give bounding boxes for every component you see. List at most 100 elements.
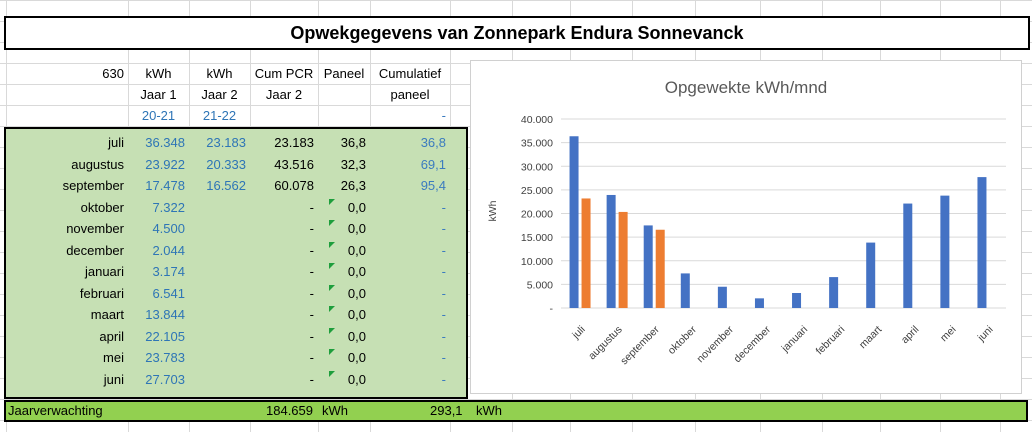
table-cell-jaar1[interactable]: 2.044 [152, 242, 185, 258]
header-cell[interactable]: Jaar 2 [265, 87, 303, 102]
table-cell-jaar1[interactable]: 23.783 [145, 350, 185, 365]
header-cell[interactable] [6, 106, 128, 126]
table-cell-jaar1[interactable]: 22.105 [145, 328, 185, 344]
table-cell-jaar2[interactable] [189, 327, 250, 347]
table-cell-cum[interactable]: - [309, 371, 314, 387]
table-cell-cumpaneel[interactable]: 36,8 [420, 135, 446, 150]
table-cell-jaar1[interactable]: 4.500 [152, 221, 185, 236]
table-cell-paneel[interactable]: 0,0 [347, 328, 366, 344]
header-cell[interactable]: kWh [145, 66, 172, 81]
table-cell-jaar1[interactable]: 17.478 [145, 178, 185, 193]
table-cell-month[interactable]: mei [103, 350, 124, 365]
table-cell-month[interactable]: februari [79, 285, 124, 301]
table-cell-month[interactable]: augustus [71, 156, 124, 172]
table-cell-jaar1[interactable]: 6.541 [152, 285, 185, 301]
table-cell-cum[interactable]: - [309, 242, 314, 258]
table-cell-month[interactable]: december [66, 242, 124, 258]
y-tick-label: 40.000 [521, 114, 553, 126]
header-cell[interactable]: Jaar 2 [201, 87, 238, 102]
table-cell-jaar1[interactable]: 13.844 [145, 307, 185, 322]
table-cell-cumpaneel[interactable]: - [441, 371, 446, 387]
table-cell-paneel[interactable]: 0,0 [347, 199, 366, 215]
table-cell-paneel[interactable]: 0,0 [347, 221, 366, 236]
header-cell[interactable] [6, 85, 128, 105]
header-cell[interactable]: paneel [390, 87, 430, 102]
table-cell-jaar1[interactable]: 7.322 [152, 199, 185, 215]
table-cell-cum[interactable]: - [309, 264, 314, 279]
footer-unit-2[interactable]: kWh [476, 403, 502, 418]
header-cell[interactable]: Jaar 1 [140, 87, 177, 102]
table-cell-jaar2[interactable] [189, 305, 250, 325]
footer-total-paneel[interactable]: 293,1 [430, 403, 463, 418]
table-cell-jaar2[interactable] [189, 219, 250, 239]
table-cell-cum[interactable]: - [309, 221, 314, 236]
table-cell-cum[interactable]: - [309, 328, 314, 344]
table-cell-cumpaneel[interactable]: - [441, 199, 446, 215]
table-cell-cum[interactable]: 60.078 [274, 178, 314, 193]
table-cell-jaar1[interactable]: 23.922 [145, 156, 185, 172]
table-cell-jaar2[interactable] [189, 284, 250, 304]
header-cell[interactable]: Cumulatief [378, 66, 442, 81]
header-cell[interactable]: Cum PCR [254, 66, 314, 81]
table-cell-cumpaneel[interactable]: - [441, 350, 446, 365]
table-cell-jaar2[interactable] [189, 241, 250, 261]
header-cell[interactable]: - [441, 108, 446, 123]
y-tick-label: 15.000 [521, 232, 553, 244]
table-cell-cumpaneel[interactable]: - [441, 264, 446, 279]
table-cell-cum[interactable]: - [309, 285, 314, 301]
header-cell[interactable]: kWh [206, 66, 233, 81]
table-cell-cumpaneel[interactable]: - [441, 307, 446, 322]
header-cell[interactable]: 20-21 [141, 108, 176, 123]
table-cell-jaar2[interactable]: 20.333 [206, 156, 246, 172]
table-row: juni 27.703 - 0,0 - [6, 370, 450, 390]
table-cell-jaar2[interactable] [189, 370, 250, 390]
table-cell-cumpaneel[interactable]: - [441, 221, 446, 236]
table-cell-cum[interactable]: - [309, 199, 314, 215]
table-cell-paneel[interactable]: 0,0 [347, 242, 366, 258]
table-cell-cumpaneel[interactable]: 69,1 [420, 156, 446, 172]
table-cell-jaar2[interactable] [189, 198, 250, 218]
table-cell-paneel[interactable]: 26,3 [340, 178, 366, 193]
table-cell-month[interactable]: november [66, 221, 124, 236]
table-cell-jaar1[interactable]: 3.174 [152, 264, 185, 279]
table-cell-paneel[interactable]: 0,0 [347, 285, 366, 301]
header-cell[interactable] [318, 106, 370, 126]
table-cell-month[interactable]: maart [90, 307, 124, 322]
table-cell-month[interactable]: januari [84, 264, 124, 279]
header-cell[interactable]: 21-22 [202, 108, 237, 123]
table-cell-jaar2[interactable] [189, 348, 250, 368]
table-cell-paneel[interactable]: 0,0 [347, 371, 366, 387]
table-cell-jaar1[interactable]: 36.348 [145, 135, 185, 150]
table-cell-jaar2[interactable] [189, 262, 250, 282]
table-cell-jaar1[interactable]: 27.703 [145, 371, 185, 387]
chart-object[interactable]: Opgewekte kWh/mnd - 5.000 10.000 15.000 20.00… [470, 60, 1022, 394]
sheet-title[interactable]: Opwekgegevens van Zonnepark Endura Sonne… [4, 16, 1030, 50]
table-cell-jaar2[interactable]: 16.562 [206, 178, 246, 193]
header-cell[interactable] [318, 85, 370, 105]
table-cell-cum[interactable]: - [309, 307, 314, 322]
table-cell-cumpaneel[interactable]: - [441, 328, 446, 344]
table-cell-paneel[interactable]: 32,3 [340, 156, 366, 172]
table-cell-cumpaneel[interactable]: 95,4 [420, 178, 446, 193]
table-cell-paneel[interactable]: 0,0 [347, 350, 366, 365]
table-cell-cumpaneel[interactable]: - [441, 242, 446, 258]
table-cell-cum[interactable]: - [309, 350, 314, 365]
table-cell-month[interactable]: april [99, 328, 124, 344]
header-cell[interactable]: Paneel [323, 66, 365, 81]
table-cell-paneel[interactable]: 0,0 [347, 264, 366, 279]
table-cell-month[interactable]: juli [108, 135, 124, 150]
footer-unit-1[interactable]: kWh [322, 403, 348, 418]
footer-label[interactable]: Jaarverwachting [8, 403, 103, 418]
table-cell-month[interactable]: september [62, 178, 124, 193]
footer-total-kwh[interactable]: 184.659 [266, 403, 313, 418]
header-cell[interactable]: 630 [102, 66, 124, 81]
table-cell-jaar2[interactable]: 23.183 [206, 135, 246, 150]
table-cell-cum[interactable]: 43.516 [274, 156, 314, 172]
header-cell[interactable] [250, 106, 318, 126]
table-cell-paneel[interactable]: 36,8 [340, 135, 366, 150]
table-cell-paneel[interactable]: 0,0 [347, 307, 366, 322]
table-cell-month[interactable]: oktober [80, 199, 124, 215]
table-cell-cumpaneel[interactable]: - [441, 285, 446, 301]
table-cell-month[interactable]: juni [103, 371, 124, 387]
table-cell-cum[interactable]: 23.183 [274, 135, 314, 150]
